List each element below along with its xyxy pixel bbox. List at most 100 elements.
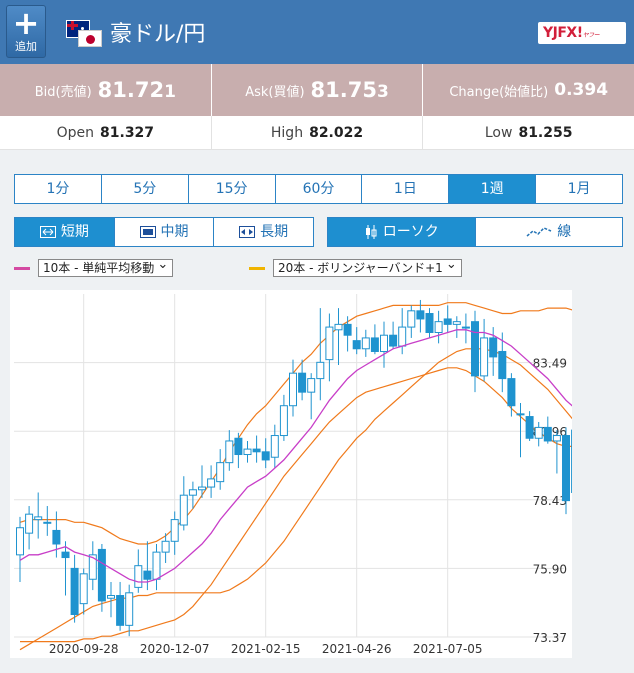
tab-long-term[interactable]: 長期 bbox=[214, 218, 313, 246]
candle-body bbox=[398, 326, 407, 347]
tab-1day[interactable]: 1日 bbox=[362, 175, 450, 203]
x-tick-label: 2020-09-28 bbox=[49, 642, 119, 656]
candle-body bbox=[343, 323, 352, 336]
candle-body bbox=[407, 310, 416, 328]
ohl-row: Open 81.327 High 82.022 Low 81.255 bbox=[0, 116, 634, 150]
line-chart-icon bbox=[526, 227, 552, 237]
currency-pair-title: 豪ドル/円 bbox=[110, 22, 206, 47]
moving-average-line bbox=[19, 329, 585, 583]
tab-1month[interactable]: 1月 bbox=[567, 181, 591, 197]
currency-flags-icon bbox=[66, 20, 106, 48]
tab-mid-term[interactable]: 中期 bbox=[115, 218, 215, 246]
tab-short-term[interactable]: 短期 bbox=[15, 218, 115, 246]
price-chart[interactable]: 73.3775.9078.4380.9683.492020-09-282020-… bbox=[10, 290, 589, 658]
candle-body bbox=[389, 334, 398, 347]
candle-body bbox=[507, 378, 516, 407]
candle-body bbox=[97, 548, 106, 602]
candle-body bbox=[25, 513, 34, 534]
candle-body bbox=[79, 573, 88, 605]
candle-body bbox=[380, 334, 388, 352]
quote-row: Bid(売値) 81.721 Ask(買値) 81.753 Change(始値比… bbox=[0, 64, 634, 116]
candle-body bbox=[207, 478, 216, 488]
candle-body bbox=[552, 435, 561, 442]
add-button[interactable]: + 追加 bbox=[6, 5, 46, 58]
candle-body bbox=[298, 372, 307, 393]
ask-value: 81.753 bbox=[310, 78, 389, 102]
tab-60min[interactable]: 60分 bbox=[276, 175, 363, 203]
open-value: 81.327 bbox=[100, 124, 155, 141]
x-tick-label: 2021-04-26 bbox=[322, 642, 392, 656]
candle-body bbox=[434, 321, 443, 334]
add-button-label: 追加 bbox=[15, 40, 37, 53]
candle-body bbox=[188, 489, 197, 496]
candle-body bbox=[70, 567, 79, 615]
y-tick-label: 73.37 bbox=[533, 631, 567, 645]
low-cell: Low 81.255 bbox=[484, 124, 573, 141]
y-tick-label: 75.90 bbox=[533, 562, 567, 576]
candle-body bbox=[43, 521, 52, 524]
tab-1min[interactable]: 1分 bbox=[15, 175, 102, 203]
tab-5min[interactable]: 5分 bbox=[102, 175, 189, 203]
candle-body bbox=[425, 313, 434, 334]
term-tabs: 短期 中期 長期 bbox=[14, 217, 314, 247]
candle-body bbox=[416, 310, 425, 320]
candle-body bbox=[480, 337, 489, 377]
candle-body bbox=[325, 326, 334, 361]
tab-1week[interactable]: 1週 bbox=[449, 175, 537, 203]
candle-body bbox=[225, 440, 234, 464]
candle-body bbox=[534, 426, 543, 439]
candlestick-icon bbox=[365, 225, 377, 239]
ma-select[interactable]: 10本 - 単純平均移動 bbox=[38, 257, 174, 277]
change-cell: Change(始値比) 0.394 bbox=[423, 64, 634, 116]
y-tick-label: 78.43 bbox=[533, 494, 567, 508]
candle-body bbox=[525, 416, 534, 439]
candle-body bbox=[161, 540, 170, 553]
candle-body bbox=[270, 435, 279, 458]
candle-body bbox=[307, 378, 316, 393]
candle-body bbox=[179, 494, 188, 526]
candle-body bbox=[252, 448, 261, 453]
candle-body bbox=[361, 337, 370, 350]
candlestick-chart[interactable]: 73.3775.9078.4380.9683.492020-09-282020-… bbox=[10, 290, 589, 658]
bb-select[interactable]: 20本 - ボリンジャーバンド+1 bbox=[273, 257, 462, 277]
bid-label: Bid(売値) bbox=[34, 84, 92, 100]
ma-indicator: 10本 - 単純平均移動 bbox=[14, 257, 174, 277]
bid-value: 81.721 bbox=[97, 78, 176, 102]
bb-color-swatch bbox=[249, 266, 265, 270]
candle-body bbox=[316, 361, 325, 380]
candle-body bbox=[198, 486, 206, 491]
ask-cell: Ask(買値) 81.753 bbox=[212, 64, 424, 116]
candle-body bbox=[461, 326, 470, 329]
mid-term-icon bbox=[139, 226, 156, 238]
candle-body bbox=[471, 321, 479, 377]
tab-15min[interactable]: 15分 bbox=[189, 175, 276, 203]
candle-body bbox=[334, 323, 343, 331]
plus-icon: + bbox=[12, 4, 40, 42]
candle-body bbox=[52, 529, 61, 545]
x-tick-label: 2021-02-15 bbox=[231, 642, 301, 656]
candle-body bbox=[34, 516, 43, 521]
ask-label: Ask(買値) bbox=[245, 84, 305, 100]
high-value: 82.022 bbox=[309, 124, 364, 141]
brand-logo: YJFX!ヤフー bbox=[538, 22, 626, 44]
tab-candlestick[interactable]: ローソク bbox=[328, 218, 476, 246]
candle-body bbox=[234, 437, 243, 456]
chart-type-tabs: ローソク 線 bbox=[327, 217, 623, 247]
candle-body bbox=[125, 592, 134, 626]
open-cell: Open 81.327 bbox=[0, 116, 212, 149]
candle-body bbox=[443, 318, 452, 325]
candle-body bbox=[216, 462, 225, 483]
candle-body bbox=[279, 405, 288, 437]
change-label: Change(始値比) bbox=[449, 84, 549, 100]
candle-body bbox=[152, 551, 161, 580]
high-cell: High 82.022 bbox=[212, 116, 424, 149]
tab-line[interactable]: 線 bbox=[476, 218, 623, 246]
candle-body bbox=[261, 451, 270, 461]
candle-body bbox=[88, 554, 97, 580]
x-tick-label: 2021-07-05 bbox=[413, 642, 483, 656]
period-tabs: 1分 5分 15分 60分 1日 1週 1月 bbox=[14, 174, 623, 204]
bid-cell: Bid(売値) 81.721 bbox=[0, 64, 212, 116]
bollinger-lower-line bbox=[20, 367, 585, 643]
candle-body bbox=[516, 413, 525, 416]
candle-body bbox=[498, 350, 507, 380]
